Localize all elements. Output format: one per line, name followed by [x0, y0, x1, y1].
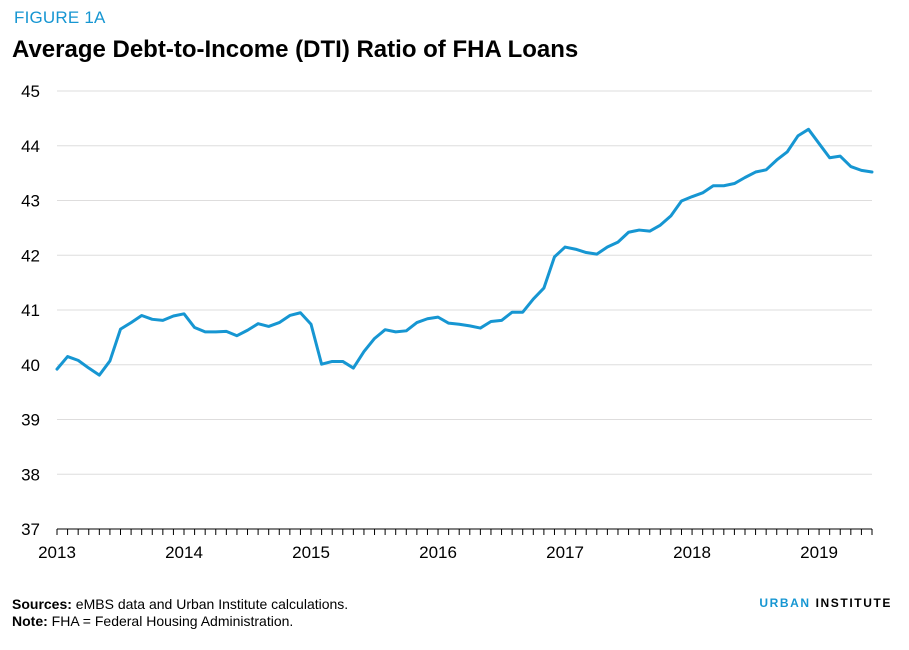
gridlines — [57, 90, 872, 475]
x-tick-label-2015: 2015 — [292, 543, 330, 562]
note-line: Note: FHA = Federal Housing Administrati… — [12, 613, 348, 630]
x-axis: 2013 2014 2015 2016 2017 2018 2019 — [38, 528, 873, 562]
x-tick-label-2017: 2017 — [546, 543, 584, 562]
sources-text: eMBS data and Urban Institute calculatio… — [71, 596, 349, 612]
y-tick-label-44: 44 — [21, 137, 40, 156]
urban-institute-logo: URBAN INSTITUTE — [759, 596, 892, 610]
sources-line: Sources: eMBS data and Urban Institute c… — [12, 596, 348, 613]
figure-label: FIGURE 1A — [14, 8, 106, 27]
y-tick-label-40: 40 — [21, 356, 40, 375]
logo-urban: URBAN — [759, 596, 811, 610]
y-tick-label-42: 42 — [21, 246, 40, 265]
note-label: Note: — [12, 613, 48, 629]
y-tick-label-45: 45 — [21, 82, 40, 101]
y-tick-label-43: 43 — [21, 192, 40, 211]
series-lines — [55, 127, 874, 377]
y-tick-label-38: 38 — [21, 465, 40, 484]
chart-footer: Sources: eMBS data and Urban Institute c… — [12, 596, 348, 630]
x-tick-label-2014: 2014 — [165, 543, 203, 562]
y-tick-label-37: 37 — [21, 520, 40, 539]
x-tick-label-2013: 2013 — [38, 543, 76, 562]
series-line-0 — [55, 127, 874, 377]
logo-institute: INSTITUTE — [810, 596, 892, 610]
y-tick-label-39: 39 — [21, 411, 40, 430]
x-tick-label-2019: 2019 — [800, 543, 838, 562]
x-tick-label-2016: 2016 — [419, 543, 457, 562]
y-tick-label-41: 41 — [21, 301, 40, 320]
note-text: FHA = Federal Housing Administration. — [47, 613, 294, 629]
sources-label: Sources: — [12, 596, 72, 612]
x-tick-label-2018: 2018 — [673, 543, 711, 562]
chart-title: Average Debt-to-Income (DTI) Ratio of FH… — [12, 36, 579, 63]
y-axis-tick-labels: 37 38 39 40 41 42 43 44 45 — [21, 82, 40, 539]
